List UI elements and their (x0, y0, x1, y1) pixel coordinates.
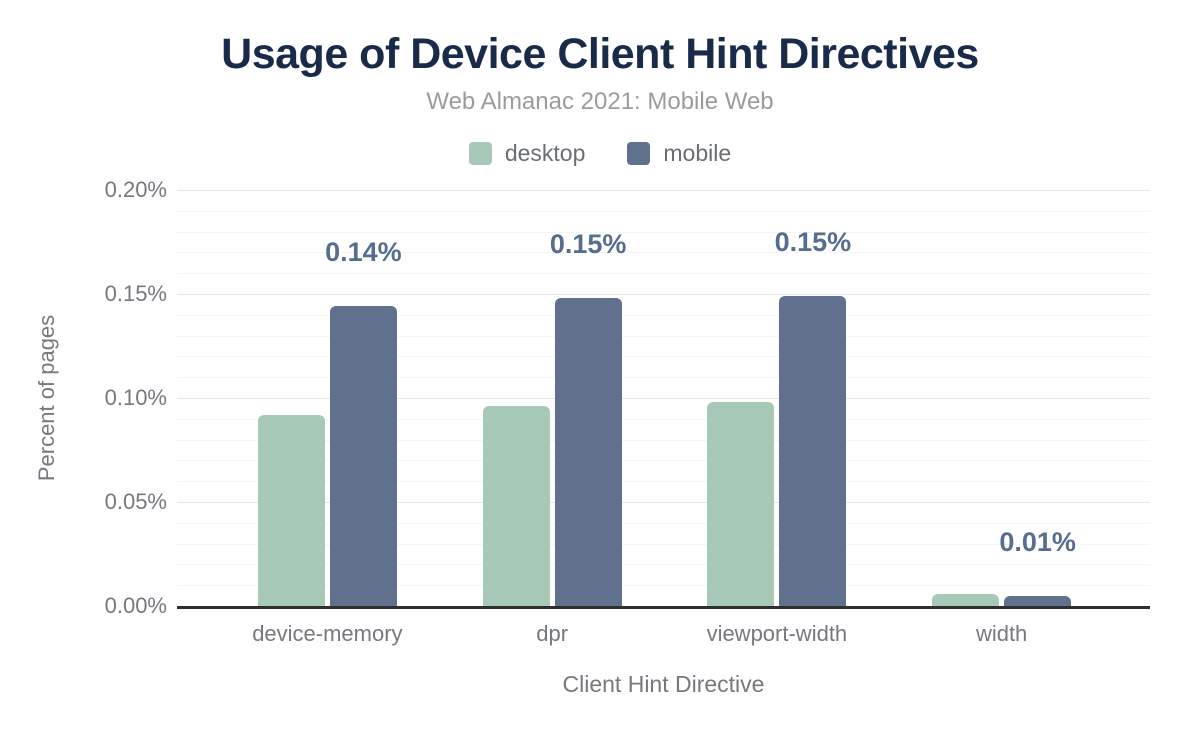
bar-mobile-dpr[interactable] (554, 298, 622, 606)
category-label-viewport-width: viewport-width (706, 621, 848, 646)
mobile-color-swatch-icon (627, 142, 651, 165)
legend-label-mobile: mobile (663, 140, 732, 166)
bar-group-dpr: 0.15% (440, 190, 665, 606)
y-tick-label: 0.15% (104, 281, 167, 306)
bar-groups: 0.14% 0.15% 0.15% 0.01% (215, 190, 1114, 606)
minor-gridline (177, 481, 1150, 483)
chart-subtitle: Web Almanac 2021: Mobile Web (426, 88, 774, 115)
plot-area: 0.14% 0.15% 0.15% 0.01% (177, 190, 1150, 609)
minor-gridline (177, 252, 1150, 254)
category-label-width: width (975, 621, 1028, 646)
bar-group-width: 0.01% (889, 190, 1114, 606)
x-axis-category-labels: device-memory dpr viewport-width width (215, 621, 1114, 647)
legend-item-mobile[interactable]: mobile (627, 140, 731, 167)
major-gridline (177, 398, 1150, 399)
major-gridline (177, 190, 1150, 191)
y-tick-label: 0.00% (104, 593, 167, 618)
bar-desktop-device-memory[interactable] (257, 414, 325, 606)
minor-gridline (177, 418, 1150, 420)
minor-gridline (177, 439, 1150, 441)
minor-gridline (177, 585, 1150, 587)
legend-label-desktop: desktop (504, 140, 586, 166)
minor-gridline (177, 377, 1150, 379)
minor-gridline (177, 335, 1150, 337)
bar-mobile-width[interactable] (1004, 595, 1072, 606)
minor-gridline (177, 231, 1150, 233)
data-label-dpr: 0.15% (549, 229, 627, 260)
minor-gridline (177, 273, 1150, 275)
minor-gridline (177, 564, 1150, 566)
y-tick-label: 0.10% (104, 385, 167, 410)
bar-desktop-dpr[interactable] (482, 406, 550, 606)
minor-gridline (177, 460, 1150, 462)
bar-mobile-device-memory[interactable] (329, 306, 397, 606)
minor-gridline (177, 522, 1150, 524)
minor-gridline (177, 314, 1150, 316)
desktop-color-swatch-icon (468, 142, 492, 165)
x-axis-title: Client Hint Directive (562, 671, 765, 697)
bar-group-viewport-width: 0.15% (665, 190, 890, 606)
y-tick-label: 0.20% (104, 177, 167, 202)
data-label-width: 0.01% (999, 526, 1076, 557)
chart-title: Usage of Device Client Hint Directives (221, 30, 979, 78)
minor-gridline (177, 210, 1150, 212)
bar-group-device-memory: 0.14% (215, 190, 440, 606)
data-label-viewport-width: 0.15% (774, 227, 852, 258)
y-axis-ticks: 0.20% 0.15% 0.10% 0.05% 0.00% (0, 177, 167, 618)
y-tick-label: 0.05% (104, 489, 167, 514)
bar-desktop-width[interactable] (932, 593, 1000, 606)
major-gridline (177, 502, 1150, 503)
minor-gridline (177, 543, 1150, 545)
legend: desktop mobile (0, 140, 1200, 167)
data-label-device-memory: 0.14% (325, 237, 402, 268)
bar-mobile-viewport-width[interactable] (779, 296, 847, 606)
minor-gridline (177, 356, 1150, 358)
bar-desktop-viewport-width[interactable] (707, 402, 775, 606)
category-label-dpr: dpr (536, 621, 569, 646)
legend-item-desktop[interactable]: desktop (468, 140, 586, 167)
major-gridline (177, 294, 1150, 295)
category-label-device-memory: device-memory (252, 621, 403, 646)
